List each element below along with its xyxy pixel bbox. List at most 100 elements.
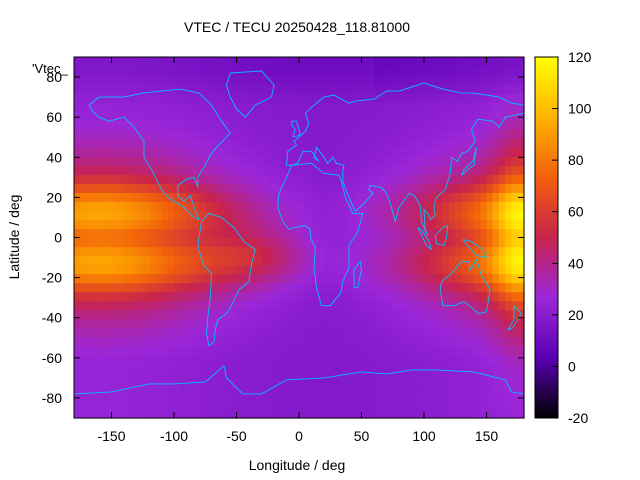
heatmap-cell [161, 138, 169, 148]
heatmap-cell [249, 183, 256, 193]
heatmap-cell [399, 336, 406, 347]
heatmap-cell [236, 237, 244, 248]
heatmap-cell [492, 219, 500, 230]
heatmap-cell [130, 390, 138, 401]
heatmap-cell [261, 318, 269, 329]
heatmap-cell [167, 291, 175, 302]
heatmap-cell [424, 318, 431, 329]
heatmap-cell [455, 165, 463, 175]
heatmap-cell [199, 57, 206, 67]
heatmap-cell [249, 399, 256, 410]
heatmap-cell [280, 381, 288, 392]
heatmap-cell [255, 318, 263, 329]
heatmap-cell [161, 165, 169, 175]
heatmap-cell [292, 390, 300, 401]
heatmap-cell [230, 201, 238, 212]
heatmap-cell [267, 111, 275, 121]
heatmap-cell [355, 246, 363, 257]
heatmap-cell [499, 363, 506, 374]
heatmap-cell [449, 354, 456, 365]
heatmap-cell [355, 84, 363, 94]
heatmap-cell [217, 318, 225, 329]
heatmap-cell [149, 327, 156, 338]
heatmap-cell [517, 111, 525, 121]
heatmap-cell [80, 345, 88, 356]
heatmap-cell [205, 246, 213, 257]
heatmap-cell [74, 129, 81, 139]
heatmap-cell [111, 237, 119, 248]
heatmap-cell [311, 66, 319, 76]
heatmap-cell [186, 318, 194, 329]
heatmap-cell [174, 165, 181, 175]
heatmap-cell [311, 219, 319, 230]
heatmap-cell [180, 111, 188, 121]
heatmap-cell [74, 282, 81, 293]
heatmap-cell [511, 210, 519, 221]
heatmap-cell [324, 399, 331, 410]
heatmap-cell [167, 174, 175, 184]
heatmap-cell [317, 255, 325, 266]
heatmap-cell [380, 156, 388, 166]
heatmap-cell [111, 228, 119, 239]
heatmap-cell [317, 336, 325, 347]
heatmap-cell [411, 255, 419, 266]
heatmap-cell [236, 390, 244, 401]
heatmap-cell [411, 138, 419, 148]
heatmap-cell [499, 192, 506, 203]
heatmap-cell [217, 399, 225, 410]
heatmap-cell [286, 57, 294, 67]
heatmap-cell [405, 264, 413, 275]
coastline-australia [439, 258, 491, 315]
heatmap-cell [355, 372, 363, 383]
heatmap-cell [292, 219, 300, 230]
heatmap-cell [167, 120, 175, 130]
heatmap-cell [367, 282, 375, 293]
heatmap-cell [424, 354, 431, 365]
heatmap-cell [105, 210, 113, 221]
heatmap-cell [192, 84, 200, 94]
heatmap-cell [242, 255, 250, 266]
heatmap-cell [386, 183, 394, 193]
heatmap-cell [99, 111, 106, 121]
heatmap-cell [361, 192, 369, 203]
heatmap-cell [174, 354, 181, 365]
heatmap-cell [180, 129, 188, 139]
heatmap-cell [486, 345, 494, 356]
heatmap-cell [386, 210, 394, 221]
heatmap-cell [92, 111, 100, 121]
heatmap-cell [136, 201, 144, 212]
heatmap-cell [161, 318, 169, 329]
series-key-label: 'Vtec_ [32, 61, 68, 76]
heatmap-cell [311, 201, 319, 212]
heatmap-cell [249, 102, 256, 112]
heatmap-cell [136, 138, 144, 148]
heatmap-cell [511, 75, 519, 85]
heatmap-cell [217, 408, 225, 419]
heatmap-cell [261, 138, 269, 148]
heatmap-cell [374, 372, 381, 383]
heatmap-cell [124, 327, 131, 338]
heatmap-cell [149, 57, 156, 67]
heatmap-cell [117, 84, 125, 94]
heatmap-cell [417, 183, 425, 193]
heatmap-cell [286, 75, 294, 85]
heatmap-cell [342, 219, 350, 230]
heatmap-cell [336, 291, 344, 302]
heatmap-cell [511, 156, 519, 166]
heatmap-cell [124, 255, 131, 266]
heatmap-cell [111, 57, 119, 67]
heatmap-cell [511, 129, 519, 139]
heatmap-cell [261, 165, 269, 175]
heatmap-cell [442, 336, 450, 347]
heatmap-cell [205, 336, 213, 347]
heatmap-cell [174, 75, 181, 85]
heatmap-cell [317, 138, 325, 148]
heatmap-cell [505, 354, 513, 365]
heatmap-cell [467, 264, 475, 275]
heatmap-cell [267, 300, 275, 311]
heatmap-cell [430, 174, 438, 184]
heatmap-cell [192, 291, 200, 302]
heatmap-cell [230, 147, 238, 157]
heatmap-cell [392, 165, 400, 175]
heatmap-cell [211, 192, 219, 203]
